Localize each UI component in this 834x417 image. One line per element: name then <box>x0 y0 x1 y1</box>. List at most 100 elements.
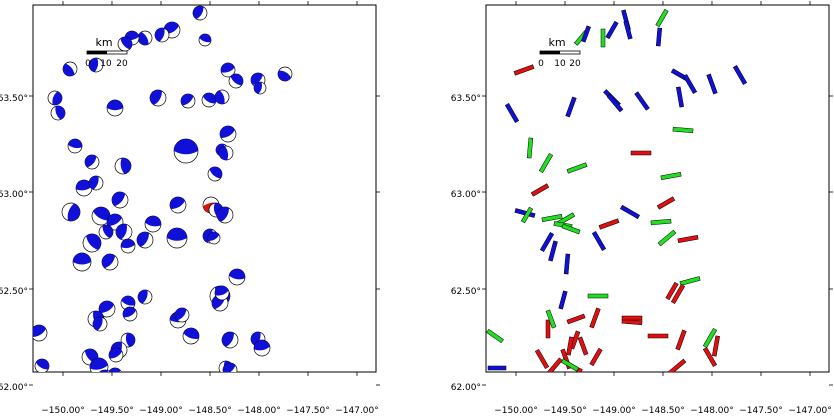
lat-label-63-00: 63.00° <box>0 190 28 200</box>
beachball-quadrant <box>199 37 211 43</box>
beachball <box>137 30 153 46</box>
lon-label-150-00: −150.00° <box>41 406 85 416</box>
stress-bar-body <box>558 290 568 310</box>
stress-bar-body <box>702 327 718 349</box>
scale-tick-10: 10 <box>100 59 112 69</box>
stress-bar-body <box>577 336 589 356</box>
beachball-quadrant <box>76 185 92 190</box>
beachball <box>65 379 81 395</box>
beachball-quadrant <box>174 147 198 151</box>
stress-bar-blue <box>539 231 555 253</box>
stress-bar-body <box>513 64 535 76</box>
beachball <box>218 145 234 161</box>
beachball-quadrant <box>142 290 148 304</box>
beachball-quadrant <box>121 243 135 248</box>
beachball <box>214 89 230 105</box>
lat-label-62-50: 62.50° <box>0 287 28 297</box>
beachball-quadrant <box>145 221 161 226</box>
beachball-quadrant <box>215 290 229 296</box>
beachball <box>51 373 73 395</box>
stress-bar-green <box>538 152 554 174</box>
beachball-outline <box>96 369 114 372</box>
stress-bar-red <box>589 307 601 329</box>
beachball <box>115 223 133 241</box>
beachball <box>62 61 78 77</box>
stress-bar-body <box>589 347 603 367</box>
left-scale-bar: km 0 10 20 <box>85 36 128 69</box>
stress-bar-body <box>538 152 554 174</box>
stress-bar-green <box>657 229 677 247</box>
beachball <box>106 99 124 117</box>
beachball <box>72 252 92 272</box>
beachball <box>166 227 188 249</box>
beachball <box>50 105 66 121</box>
beachball <box>253 339 271 357</box>
stress-bar-blue <box>605 20 619 40</box>
beachball <box>47 90 63 106</box>
beachball-quadrant <box>33 328 46 337</box>
beachball-quadrant <box>225 333 234 347</box>
beachball-layer <box>33 5 293 395</box>
stress-bar-red <box>566 313 586 325</box>
stress-bar-layer <box>486 8 748 372</box>
lat-label-62-50: 62.50° <box>451 287 481 297</box>
stress-bar-body <box>587 293 609 299</box>
stress-bar-body <box>712 335 720 357</box>
beachball <box>182 327 200 345</box>
beachball-quadrant <box>67 203 75 221</box>
stress-bar-body <box>706 73 718 95</box>
scale-bar-fill <box>87 51 107 54</box>
beachball <box>180 93 196 109</box>
beachball <box>277 66 293 82</box>
lon-label-149-00: −149.00° <box>592 406 636 416</box>
left-frame-ticks <box>29 1 380 386</box>
beachball-quadrant <box>126 333 131 347</box>
beachball-quadrant <box>86 236 98 250</box>
stress-bar-red <box>667 358 687 372</box>
stress-bar-blue <box>619 204 641 220</box>
right-lat-labels: 63.50° 63.00° 62.50° 62.00° <box>451 94 481 393</box>
beachball-outline <box>65 379 81 395</box>
stress-bar-blue <box>634 91 650 111</box>
beachball-quadrant <box>209 169 221 179</box>
beachball-quadrant <box>229 274 245 279</box>
stress-bar-body <box>630 150 652 156</box>
stress-bar-green <box>520 206 534 224</box>
stress-bar-blue <box>676 86 684 108</box>
beachball-quadrant <box>108 217 122 226</box>
stress-bar-red <box>675 329 687 351</box>
beachball <box>75 179 93 197</box>
beachball <box>34 358 50 372</box>
beachball-quadrant <box>65 379 81 389</box>
stress-bar-blue <box>565 96 577 118</box>
beachball <box>228 73 244 89</box>
beachball <box>67 138 83 154</box>
beachball <box>101 253 119 271</box>
stress-bar-green <box>650 218 672 226</box>
beachball-quadrant <box>177 309 187 321</box>
beachball <box>137 289 153 305</box>
beachball-quadrant <box>120 224 127 240</box>
stress-bar-body <box>539 231 555 253</box>
lat-label-63-00: 63.00° <box>451 190 481 200</box>
beachball <box>88 57 104 73</box>
stress-bar-body <box>623 20 633 40</box>
stress-bar-green <box>545 309 557 329</box>
left-lat-labels: 63.50° 63.00° 62.50° 62.00° <box>0 94 28 393</box>
beachball-quadrant <box>221 67 235 73</box>
lon-label-148-00: −148.00° <box>237 406 281 416</box>
beachball-map-panel: km 0 10 20 63.50° 63.00° 62.50° 62.00° −… <box>0 1 380 416</box>
beachball-quadrant <box>100 304 114 313</box>
lon-label-149-00: −149.00° <box>139 406 183 416</box>
beachball <box>144 215 162 233</box>
beachball-quadrant <box>87 156 97 168</box>
beachball <box>111 191 129 209</box>
stress-bar-body <box>526 137 534 159</box>
beachball <box>92 316 108 332</box>
beachball <box>228 268 246 286</box>
stress-bar-body <box>561 223 581 235</box>
beachball-quadrant <box>278 70 292 78</box>
stress-bar-body <box>545 309 557 329</box>
beachball <box>117 36 133 52</box>
beachball <box>149 89 167 107</box>
